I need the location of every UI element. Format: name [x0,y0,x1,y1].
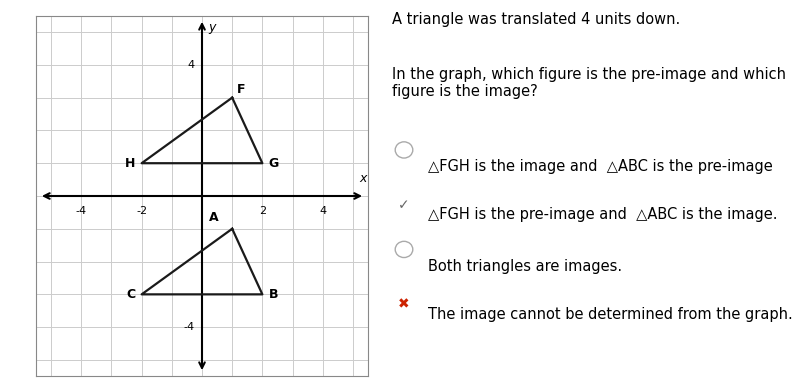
Text: △FGH is the pre-image and  △ABC is the image.: △FGH is the pre-image and △ABC is the im… [428,207,778,222]
Text: 4: 4 [319,206,326,216]
Text: 4: 4 [187,60,194,70]
Text: 2: 2 [259,206,266,216]
Text: y: y [208,21,215,34]
Text: △FGH is the image and  △ABC is the pre-image: △FGH is the image and △ABC is the pre-im… [428,159,773,174]
Text: C: C [126,288,135,301]
Text: G: G [268,157,278,170]
Text: ✖: ✖ [398,297,410,311]
Text: A: A [209,211,218,224]
Text: Both triangles are images.: Both triangles are images. [428,259,622,274]
Text: x: x [360,172,367,185]
Text: F: F [237,83,246,96]
Text: B: B [268,288,278,301]
Text: In the graph, which figure is the pre-image and which
figure is the image?: In the graph, which figure is the pre-im… [392,67,786,100]
Text: -4: -4 [183,322,194,332]
Text: ✓: ✓ [398,198,410,212]
Text: A triangle was translated 4 units down.: A triangle was translated 4 units down. [392,12,680,27]
Text: -2: -2 [136,206,147,216]
Text: -4: -4 [76,206,87,216]
Text: The image cannot be determined from the graph.: The image cannot be determined from the … [428,307,793,321]
Text: H: H [126,157,135,170]
